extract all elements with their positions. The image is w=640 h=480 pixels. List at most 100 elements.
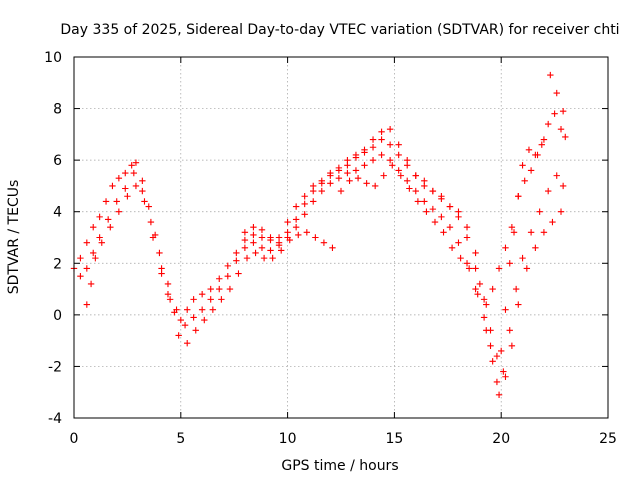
data-point (429, 187, 437, 195)
data-point (277, 247, 285, 254)
data-point (327, 180, 334, 187)
data-point (369, 136, 377, 143)
data-point (275, 239, 283, 246)
data-point (465, 265, 473, 272)
data-point (502, 373, 509, 380)
data-point (483, 301, 490, 308)
data-point (354, 174, 362, 182)
data-point (446, 223, 454, 231)
data-point (243, 254, 251, 262)
data-point (295, 231, 302, 239)
data-point (463, 223, 471, 231)
data-point (104, 216, 112, 223)
data-point (559, 182, 567, 190)
data-point (128, 162, 135, 169)
y-tick-label: 8 (53, 102, 62, 118)
data-point (96, 234, 103, 241)
data-point (495, 265, 503, 272)
data-point (404, 156, 411, 164)
data-point (122, 169, 129, 177)
data-point (457, 254, 464, 262)
data-point (380, 172, 387, 179)
data-point (553, 172, 560, 179)
data-point (557, 208, 565, 215)
data-point (201, 316, 208, 324)
data-point (267, 234, 274, 241)
data-point (421, 177, 428, 184)
data-point (508, 342, 516, 349)
data-point (284, 218, 291, 226)
data-point (301, 193, 308, 200)
data-point (198, 291, 206, 298)
data-point (406, 185, 413, 192)
data-point (352, 151, 360, 159)
x-tick-label: 15 (385, 431, 403, 447)
x-tick-label: 5 (176, 431, 185, 447)
data-point (149, 234, 157, 241)
data-point (216, 275, 223, 282)
y-tick-label: 0 (53, 308, 62, 324)
data-point (363, 180, 370, 187)
data-point (463, 234, 471, 241)
data-point (506, 260, 513, 267)
data-point (487, 342, 494, 349)
data-point (310, 182, 317, 190)
data-point (87, 280, 95, 288)
data-point (412, 172, 419, 179)
data-point (122, 185, 129, 192)
data-point (241, 244, 249, 252)
data-point (472, 265, 479, 272)
data-point (224, 272, 231, 280)
data-point (544, 120, 552, 128)
data-point (493, 378, 501, 386)
data-point (493, 352, 501, 360)
data-point (361, 162, 368, 169)
data-point (83, 301, 91, 308)
x-tick-label: 0 (70, 431, 79, 447)
data-point (147, 218, 155, 226)
data-point (233, 257, 240, 264)
data-point (547, 71, 554, 79)
data-point (519, 162, 526, 169)
data-point (549, 218, 556, 226)
data-point (540, 136, 548, 143)
data-point (344, 169, 351, 177)
data-point (337, 187, 345, 195)
data-point (500, 368, 507, 375)
data-point (438, 213, 445, 221)
data-point (292, 203, 300, 210)
data-point (551, 110, 558, 117)
data-point (448, 244, 456, 252)
data-point (489, 285, 496, 293)
data-point (369, 156, 377, 164)
data-point (132, 182, 140, 190)
data-point (472, 285, 479, 293)
y-axis-label: SDTVAR / TECUs (6, 180, 22, 295)
data-point (515, 301, 522, 308)
data-point (429, 205, 437, 213)
series-track-2 (77, 151, 567, 386)
data-point (139, 177, 146, 184)
data-point (395, 141, 402, 148)
data-point (525, 146, 533, 154)
chart-title: Day 335 of 2025, Sidereal Day-to-day VTE… (60, 22, 619, 38)
data-point (423, 208, 430, 215)
data-point (523, 265, 531, 272)
y-tick-label: -4 (48, 411, 62, 427)
data-point (166, 296, 174, 303)
data-point (527, 229, 535, 236)
data-point (519, 254, 526, 262)
data-point (312, 234, 319, 241)
x-tick-label: 25 (599, 431, 617, 447)
data-point (301, 200, 308, 208)
data-point (96, 213, 103, 221)
data-point (164, 280, 172, 288)
data-point (502, 306, 509, 313)
data-point (480, 314, 488, 321)
data-point (508, 223, 516, 231)
data-point (378, 151, 385, 159)
data-point (512, 285, 520, 293)
data-point (145, 203, 152, 210)
data-point (258, 226, 266, 233)
